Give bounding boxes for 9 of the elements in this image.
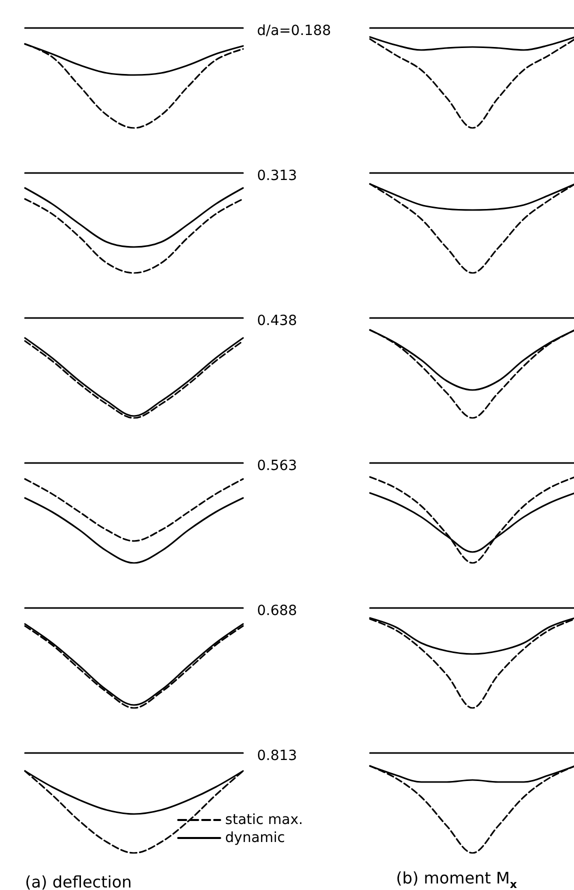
- chart-title: 0.688: [257, 603, 298, 619]
- chart-title: 0.813: [257, 748, 298, 764]
- chart-title: 0.438: [257, 313, 298, 329]
- legend-label: static max.: [225, 812, 304, 828]
- chart-title: d/a=0.188: [257, 23, 331, 39]
- chart-title: 0.563: [257, 458, 298, 474]
- x-axis-title: (a) deflection: [25, 872, 132, 890]
- legend-label: dynamic: [225, 830, 286, 846]
- chart-title: 0.313: [257, 168, 298, 184]
